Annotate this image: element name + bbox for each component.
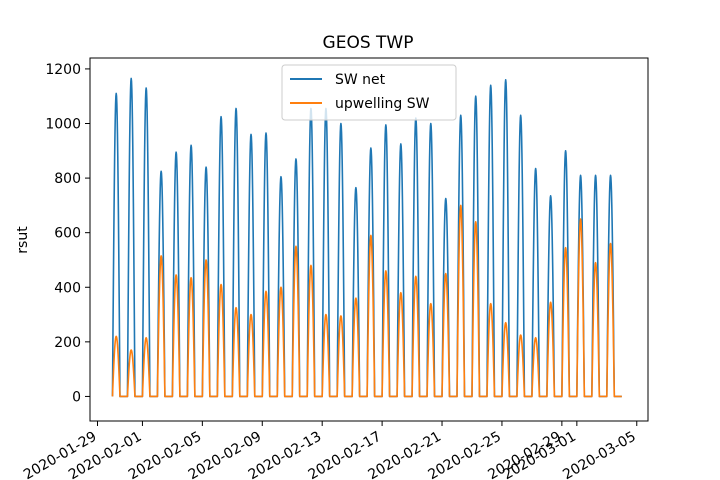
legend-box (281, 64, 457, 121)
y-tick-label: 200 (54, 335, 81, 351)
y-axis-label: rsut (15, 226, 31, 254)
plot-area (111, 77, 623, 398)
y-tick-label: 0 (72, 389, 81, 405)
y-tick-label: 1000 (45, 117, 81, 133)
legend: SW net upwelling SW (281, 64, 457, 121)
y-tick-label: 400 (54, 280, 81, 296)
legend-label-sw-net: SW net (335, 72, 386, 88)
chart-title: GEOS TWP (323, 33, 414, 53)
y-tick-label: 1200 (45, 62, 81, 78)
y-tick-label: 800 (54, 171, 81, 187)
y-axis: 0 200 400 600 800 1000 1200 (45, 62, 90, 405)
legend-label-upwelling-sw: upwelling SW (335, 96, 430, 112)
y-tick-label: 600 (54, 226, 81, 242)
plot-frame (89, 57, 649, 422)
x-axis: 2020-01-292020-02-012020-02-052020-02-09… (21, 421, 639, 480)
series-line-upwelling-sw (111, 204, 623, 398)
